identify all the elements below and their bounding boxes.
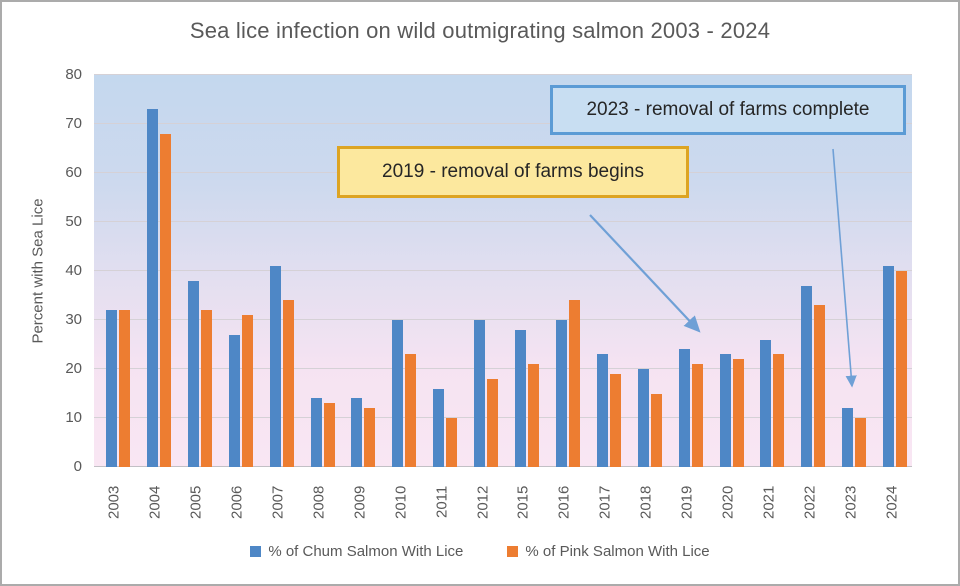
x-axis-label-2024: 2024 <box>883 485 901 519</box>
bar-pink-2006 <box>241 315 253 467</box>
bar-pink-2004 <box>159 133 171 467</box>
gridline-10 <box>94 417 912 418</box>
x-axis-label-2012: 2012 <box>474 485 492 519</box>
x-axis-label-2022: 2022 <box>801 485 819 519</box>
bar-chum-2010 <box>392 320 404 467</box>
bar-pink-2017 <box>609 373 621 467</box>
gridline-40 <box>94 270 912 271</box>
legend-label-pink: % of Pink Salmon With Lice <box>525 543 710 560</box>
bar-pink-2018 <box>650 393 662 467</box>
y-axis-tick-60: 60 <box>65 164 82 181</box>
x-axis-label-2015: 2015 <box>514 485 532 519</box>
x-axis-label-2004: 2004 <box>146 485 164 519</box>
bar-pink-2016 <box>568 300 580 467</box>
bar-pink-2023 <box>855 418 867 467</box>
gridline-70 <box>94 123 912 124</box>
bar-chum-2020 <box>719 354 731 467</box>
x-axis-label-2006: 2006 <box>228 485 246 519</box>
bar-chum-2019 <box>678 349 690 467</box>
bar-pink-2005 <box>200 310 212 467</box>
legend-item-chum: % of Chum Salmon With Lice <box>250 543 463 560</box>
x-axis-line <box>94 466 912 467</box>
x-axis-label-2007: 2007 <box>269 485 287 519</box>
y-axis-tick-20: 20 <box>65 360 82 377</box>
bar-chum-2023 <box>842 408 854 467</box>
y-axis-tick-70: 70 <box>65 115 82 132</box>
bar-pink-2012 <box>487 378 499 467</box>
gridline-80 <box>94 74 912 75</box>
legend: % of Chum Salmon With Lice % of Pink Sal… <box>2 543 958 560</box>
bar-chum-2022 <box>801 285 813 467</box>
bar-chum-2021 <box>760 339 772 467</box>
bar-pink-2007 <box>282 300 294 467</box>
bar-pink-2009 <box>364 408 376 467</box>
x-axis-label-2018: 2018 <box>637 485 655 519</box>
bar-pink-2010 <box>405 354 417 467</box>
bar-chum-2018 <box>637 369 649 467</box>
bar-chum-2007 <box>269 266 281 467</box>
x-axis-label-2021: 2021 <box>760 485 778 519</box>
bar-chum-2012 <box>474 320 486 467</box>
bar-chum-2016 <box>555 320 567 467</box>
chart-title: Sea lice infection on wild outmigrating … <box>189 18 771 43</box>
bar-pink-2015 <box>528 364 539 467</box>
bar-pink-2011 <box>446 418 458 467</box>
bar-pink-2022 <box>814 305 826 467</box>
y-axis-tick-30: 30 <box>65 311 82 328</box>
gridline-30 <box>94 319 912 320</box>
x-axis-label-2020: 2020 <box>719 485 737 519</box>
x-axis-label-2011: 2011 <box>433 485 451 519</box>
x-axis-label-2003: 2003 <box>105 485 123 519</box>
x-axis-label-2023: 2023 <box>842 485 860 519</box>
bar-pink-2008 <box>323 403 335 467</box>
legend-item-pink: % of Pink Salmon With Lice <box>507 543 710 560</box>
x-axis-label-2005: 2005 <box>187 485 205 519</box>
bar-pink-2019 <box>691 364 703 467</box>
x-axis-label-2009: 2009 <box>351 485 369 519</box>
gridline-50 <box>94 221 912 222</box>
bar-pink-2020 <box>732 359 744 467</box>
bar-chum-2015 <box>515 329 526 467</box>
bar-pink-2024 <box>896 271 908 467</box>
bar-pink-2003 <box>119 310 130 467</box>
bar-pink-2021 <box>773 354 785 467</box>
annotation-box-2019: 2019 - removal of farms begins <box>337 146 689 198</box>
legend-label-chum: % of Chum Salmon With Lice <box>268 543 464 560</box>
y-axis-tick-80: 80 <box>65 66 82 83</box>
y-axis-tick-10: 10 <box>65 409 82 426</box>
x-axis-label-2017: 2017 <box>596 485 614 519</box>
chum-legend-swatch-icon <box>250 546 262 557</box>
pink-legend-swatch-icon <box>507 546 519 557</box>
bar-chum-2003 <box>106 310 117 467</box>
bar-chum-2024 <box>883 266 895 467</box>
bar-chum-2009 <box>351 398 363 467</box>
y-axis-tick-0: 0 <box>73 458 82 475</box>
gridline-20 <box>94 368 912 369</box>
bar-chum-2004 <box>146 109 158 467</box>
x-axis-label-2010: 2010 <box>392 485 410 519</box>
bar-chum-2005 <box>187 280 199 467</box>
bar-chum-2006 <box>228 334 240 467</box>
x-axis-label-2008: 2008 <box>310 485 328 519</box>
bar-chum-2011 <box>433 388 445 467</box>
bar-chum-2008 <box>310 398 322 467</box>
y-axis-tick-50: 50 <box>65 213 82 230</box>
x-axis-label-2019: 2019 <box>678 485 696 519</box>
y-axis-tick-40: 40 <box>65 262 82 279</box>
x-axis-label-2016: 2016 <box>555 485 573 519</box>
bar-chum-2017 <box>596 354 608 467</box>
annotation-box-2023: 2023 - removal of farms complete <box>550 85 906 135</box>
